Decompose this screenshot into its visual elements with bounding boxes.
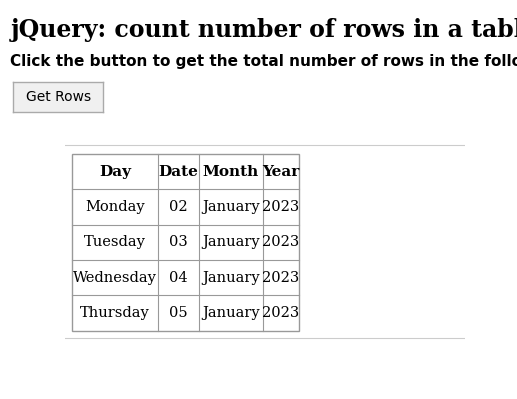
Text: Day: Day <box>99 164 131 178</box>
Text: 2023: 2023 <box>262 235 299 249</box>
Text: Get Rows: Get Rows <box>26 90 90 104</box>
Text: 04: 04 <box>169 271 188 284</box>
Text: Wednesday: Wednesday <box>73 271 157 284</box>
Text: 2023: 2023 <box>262 200 299 214</box>
Text: 2023: 2023 <box>262 271 299 284</box>
Text: Monday: Monday <box>85 200 145 214</box>
Text: January: January <box>202 200 260 214</box>
Text: 05: 05 <box>169 306 188 320</box>
Text: January: January <box>202 271 260 284</box>
Text: 2023: 2023 <box>262 306 299 320</box>
Text: Month: Month <box>203 164 259 178</box>
Text: January: January <box>202 306 260 320</box>
Text: jQuery: count number of rows in a table: jQuery: count number of rows in a table <box>10 18 517 42</box>
FancyBboxPatch shape <box>72 154 299 330</box>
Text: 03: 03 <box>169 235 188 249</box>
Text: Date: Date <box>159 164 199 178</box>
Text: 02: 02 <box>169 200 188 214</box>
Text: Year: Year <box>262 164 299 178</box>
Text: January: January <box>202 235 260 249</box>
Text: Thursday: Thursday <box>80 306 150 320</box>
Text: Tuesday: Tuesday <box>84 235 146 249</box>
Text: Click the button to get the total number of rows in the following table.: Click the button to get the total number… <box>10 54 517 69</box>
